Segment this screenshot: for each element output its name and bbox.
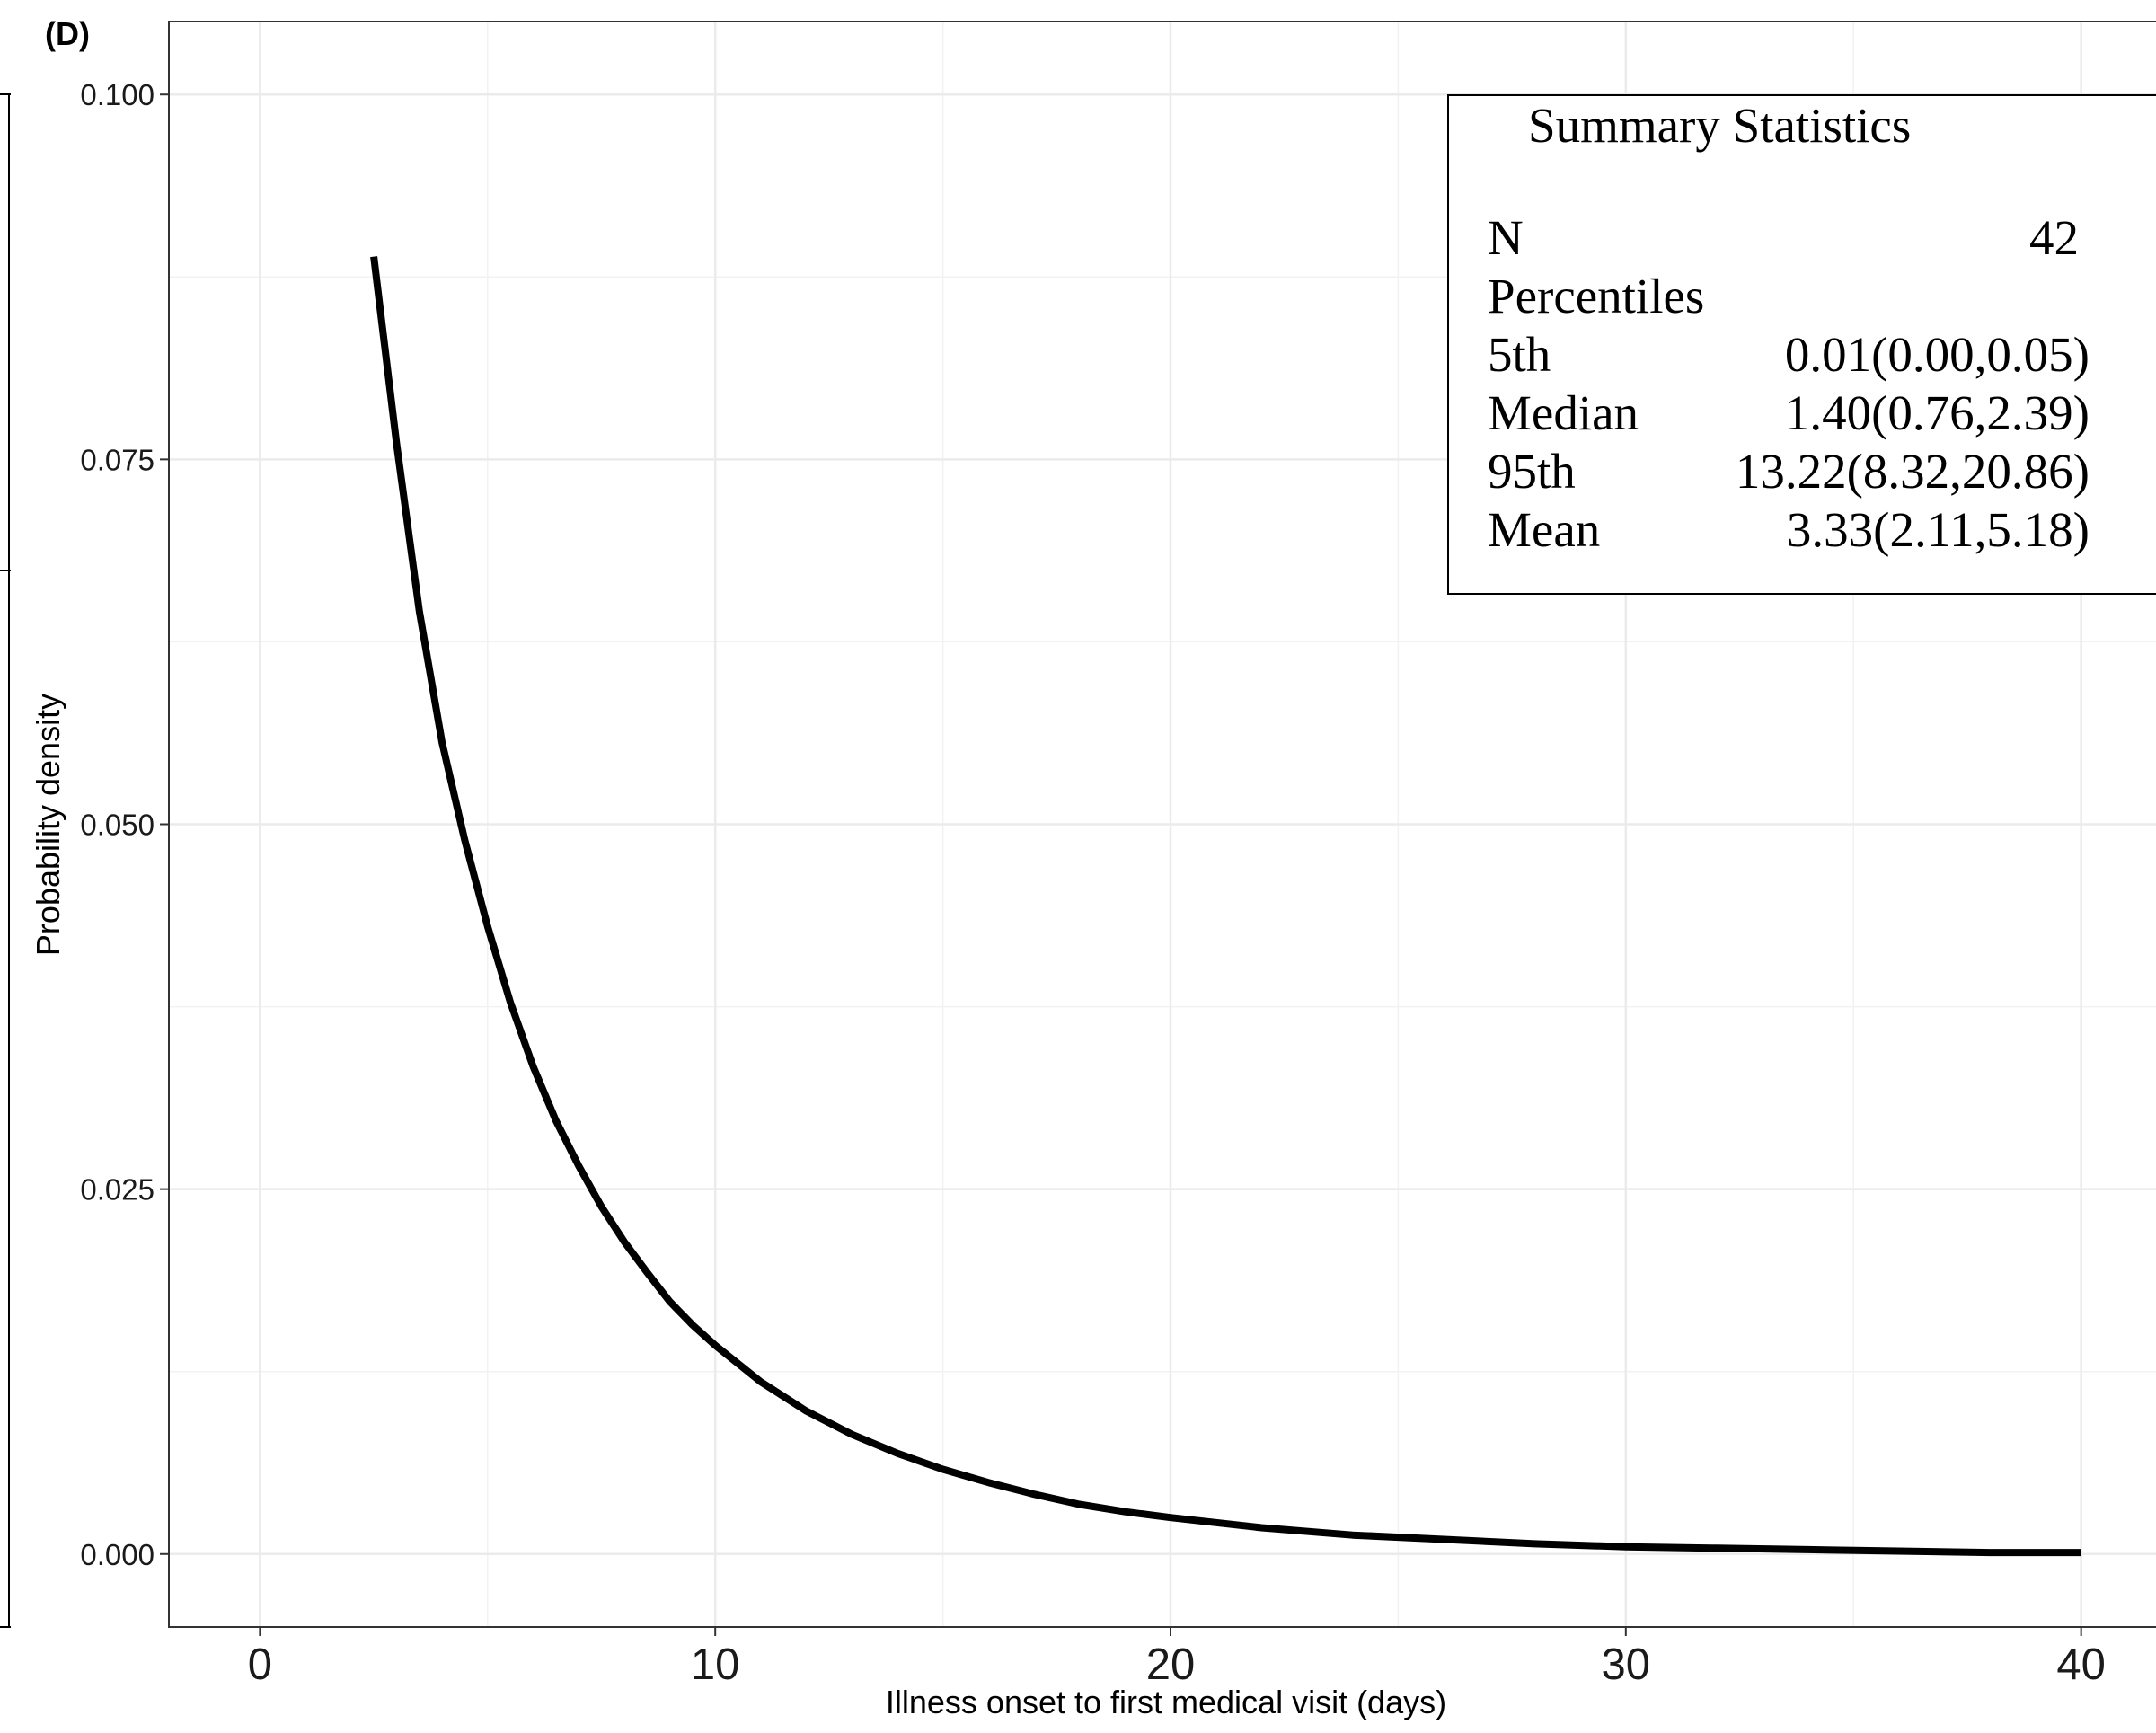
y-tick-label: 0.075 — [80, 443, 155, 476]
summary-title: Summary Statistics — [1528, 98, 1911, 153]
summary-box-border — [1447, 94, 2156, 595]
summary-row-median-label: Median — [1488, 385, 1639, 440]
x-tick-label: 40 — [2056, 1640, 2106, 1689]
x-tick-label: 30 — [1602, 1640, 1651, 1689]
summary-row-mean-label: Mean — [1488, 502, 1600, 557]
summary-n-label: N — [1488, 210, 1524, 265]
summary-statistics-box: Summary Statistics N 42 Percentiles 5th … — [1447, 94, 2156, 595]
summary-n-value: 42 — [2029, 210, 2079, 265]
y-tick-label: 0.000 — [80, 1538, 155, 1571]
summary-row-95th-label: 95th — [1488, 444, 1576, 499]
y-tick-label: 0.050 — [80, 809, 155, 842]
x-axis-title: Illness onset to first medical visit (da… — [886, 1684, 1446, 1720]
y-tick-label: 0.100 — [80, 78, 155, 111]
panel-label: (D) — [45, 15, 90, 52]
x-tick-label: 10 — [691, 1640, 740, 1689]
summary-row-mean-value: 3.33(2.11,5.18) — [1787, 502, 2090, 557]
x-axis: 0 10 20 30 40 — [248, 1627, 2106, 1689]
y-tick-label: 0.025 — [80, 1173, 155, 1207]
summary-row-5th-label: 5th — [1488, 327, 1551, 382]
summary-row-5th-value: 0.01(0.00,0.05) — [1785, 327, 2090, 382]
x-tick-label: 20 — [1146, 1640, 1196, 1689]
y-axis-title: Probability density — [30, 694, 66, 956]
summary-row-95th-value: 13.22(8.32,20.86) — [1736, 444, 2090, 499]
y-axis: 0.000 0.025 0.050 0.075 0.100 — [80, 78, 169, 1571]
x-tick-label: 0 — [248, 1640, 272, 1689]
series-line — [370, 256, 2081, 1557]
summary-row-median-value: 1.40(0.76,2.39) — [1785, 385, 2090, 440]
summary-percentiles-label: Percentiles — [1488, 269, 1704, 323]
series-group — [370, 256, 2081, 1557]
